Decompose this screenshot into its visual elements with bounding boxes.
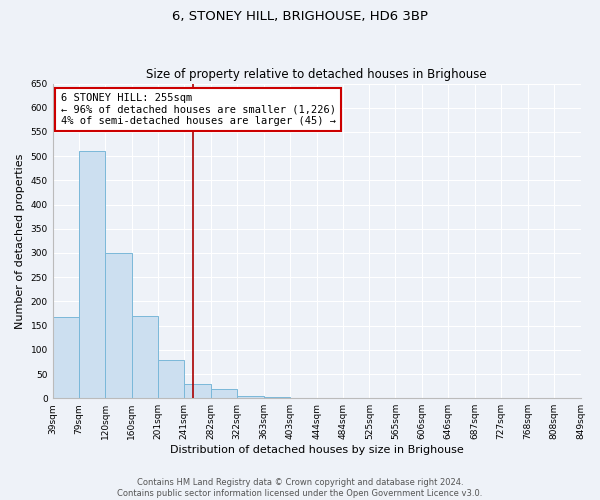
Text: 6 STONEY HILL: 255sqm
← 96% of detached houses are smaller (1,226)
4% of semi-de: 6 STONEY HILL: 255sqm ← 96% of detached …	[61, 93, 335, 126]
Bar	[184, 384, 211, 398]
Text: 6, STONEY HILL, BRIGHOUSE, HD6 3BP: 6, STONEY HILL, BRIGHOUSE, HD6 3BP	[172, 10, 428, 23]
Text: Contains HM Land Registry data © Crown copyright and database right 2024.
Contai: Contains HM Land Registry data © Crown c…	[118, 478, 482, 498]
Bar	[106, 253, 131, 398]
Bar	[131, 316, 158, 398]
Bar	[79, 152, 106, 398]
Bar	[237, 396, 264, 398]
Title: Size of property relative to detached houses in Brighouse: Size of property relative to detached ho…	[146, 68, 487, 81]
Bar	[264, 397, 290, 398]
Bar	[158, 360, 184, 398]
Bar	[53, 318, 79, 398]
X-axis label: Distribution of detached houses by size in Brighouse: Distribution of detached houses by size …	[170, 445, 463, 455]
Y-axis label: Number of detached properties: Number of detached properties	[15, 153, 25, 328]
Bar	[211, 388, 237, 398]
